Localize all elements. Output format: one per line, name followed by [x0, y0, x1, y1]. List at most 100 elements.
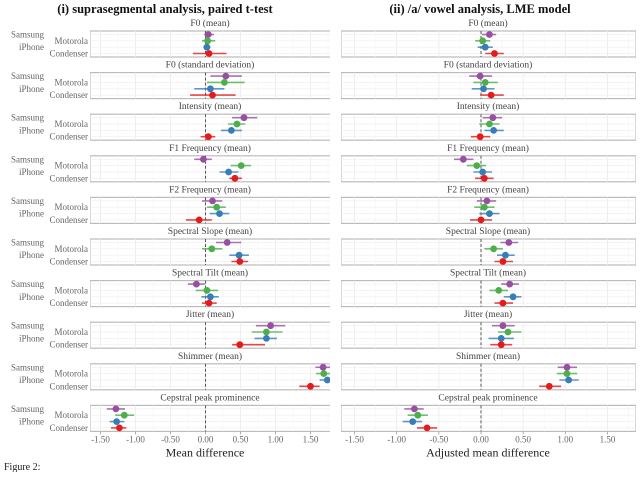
point-motorola [120, 411, 128, 419]
device-label: Samsung [11, 113, 45, 123]
facet: Shimmer (mean) [341, 351, 636, 391]
point-iphone [481, 43, 489, 51]
facet: F0 (standard deviation) [341, 60, 636, 100]
facet-title: Intensity (mean) [179, 101, 242, 112]
device-label: Samsung [11, 321, 45, 331]
device-label: Samsung [11, 279, 45, 289]
facet-plot-area [90, 404, 330, 432]
point-iphone [479, 168, 487, 176]
facet-title: Shimmer (mean) [456, 351, 520, 362]
point-motorola [479, 37, 487, 45]
facet-box [90, 155, 330, 183]
device-label: iPhone [19, 84, 44, 94]
point-iphone [203, 43, 211, 51]
facet-plot-area [90, 280, 330, 308]
x-tick-label: -0.50 [429, 434, 448, 444]
facet-box [90, 238, 330, 266]
point-condenser [116, 424, 123, 432]
facet-plot-area [90, 155, 330, 183]
point-iphone [113, 418, 120, 425]
device-label: Motorola [55, 202, 89, 212]
point-iphone [509, 293, 517, 301]
facet-title: Spectral Slope (mean) [168, 226, 252, 237]
x-tick-label: 0.50 [515, 434, 531, 444]
facet-box [90, 404, 330, 432]
point-iphone [486, 210, 493, 218]
device-label: Motorola [55, 36, 89, 46]
point-motorola [486, 120, 493, 128]
point-iphone [225, 168, 233, 176]
facet: Spectral Tilt (mean) Samsung Motorola iPhon… [11, 268, 330, 308]
facet-box [341, 404, 636, 432]
point-motorola [495, 287, 503, 294]
figure-caption: Figure 2: [4, 462, 40, 472]
facet: Jitter (mean) [341, 309, 636, 349]
point-condenser [204, 133, 212, 141]
point-motorola [237, 162, 245, 170]
device-label: Samsung [11, 362, 45, 372]
facet-title: Jitter (mean) [464, 309, 512, 320]
x-axis-label: Adjusted mean difference [426, 445, 550, 459]
facet: Spectral Slope (mean) Samsung Motorola iPho… [11, 226, 330, 267]
facet-plot-area [341, 30, 636, 58]
facet-plot-area [341, 155, 636, 183]
facet: F0 (standard deviation) Samsung Motorola iP… [11, 60, 330, 100]
point-motorola [221, 79, 228, 86]
point-condenser [491, 50, 498, 57]
point-samsung [240, 114, 248, 122]
x-tick-label: -1.50 [91, 434, 110, 444]
point-condenser [545, 382, 553, 390]
device-label: iPhone [19, 333, 44, 343]
x-tick-label: 0.00 [198, 434, 214, 444]
x-tick-label: 1.50 [303, 434, 319, 444]
point-condenser [499, 299, 507, 307]
facet: Spectral Slope (mean) [341, 226, 636, 266]
point-samsung [200, 155, 207, 163]
facet-title: Spectral Tilt (mean) [450, 268, 526, 279]
facet-title: F0 (standard deviation) [166, 60, 255, 71]
device-label: Motorola [55, 161, 89, 171]
x-tick-label: -1.00 [126, 434, 145, 444]
point-iphone [565, 376, 573, 384]
point-samsung [486, 31, 493, 38]
point-iphone [228, 126, 235, 134]
device-label: Samsung [11, 30, 45, 40]
device-label: Condenser [50, 49, 89, 59]
x-tick-label: 1.00 [557, 434, 573, 444]
device-label: Samsung [11, 154, 45, 164]
point-motorola [563, 370, 571, 377]
panel-2: (ii) /a/ vowel analysis, LME model F0 (me… [341, 2, 636, 459]
facet-box [341, 321, 636, 349]
panel-1: (i) suprasegmental analysis, paired t-te… [11, 2, 330, 459]
facet: Cepstral peak prominence [341, 393, 636, 432]
facet-box [341, 363, 636, 391]
device-label: Condenser [50, 132, 89, 142]
facet-plot-area [90, 71, 330, 100]
facet: Spectral Tilt (mean) [341, 268, 636, 308]
facet-plot-area [90, 30, 330, 58]
point-motorola [204, 37, 212, 45]
point-samsung [476, 72, 484, 80]
point-iphone [207, 85, 214, 93]
device-label: iPhone [19, 209, 44, 219]
facet: F1 Frequency (mean) [341, 143, 636, 183]
point-iphone [207, 293, 214, 301]
point-condenser [497, 341, 505, 349]
point-condenser [476, 133, 484, 141]
facet-plot-area [341, 321, 636, 349]
facet-plot-area [90, 363, 330, 391]
device-label: Samsung [11, 196, 45, 206]
point-condenser [231, 174, 239, 182]
point-samsung [506, 280, 514, 288]
device-label: Samsung [11, 71, 45, 81]
point-condenser [477, 216, 485, 224]
facet: Shimmer (mean) Samsung Motorola iPhone Conde… [11, 351, 330, 391]
device-label: Motorola [55, 77, 89, 87]
device-label: Samsung [11, 238, 45, 248]
device-label: Motorola [55, 119, 89, 129]
device-label: Condenser [50, 423, 89, 433]
point-motorola [414, 411, 422, 419]
point-motorola [263, 328, 270, 336]
point-samsung [411, 405, 418, 413]
